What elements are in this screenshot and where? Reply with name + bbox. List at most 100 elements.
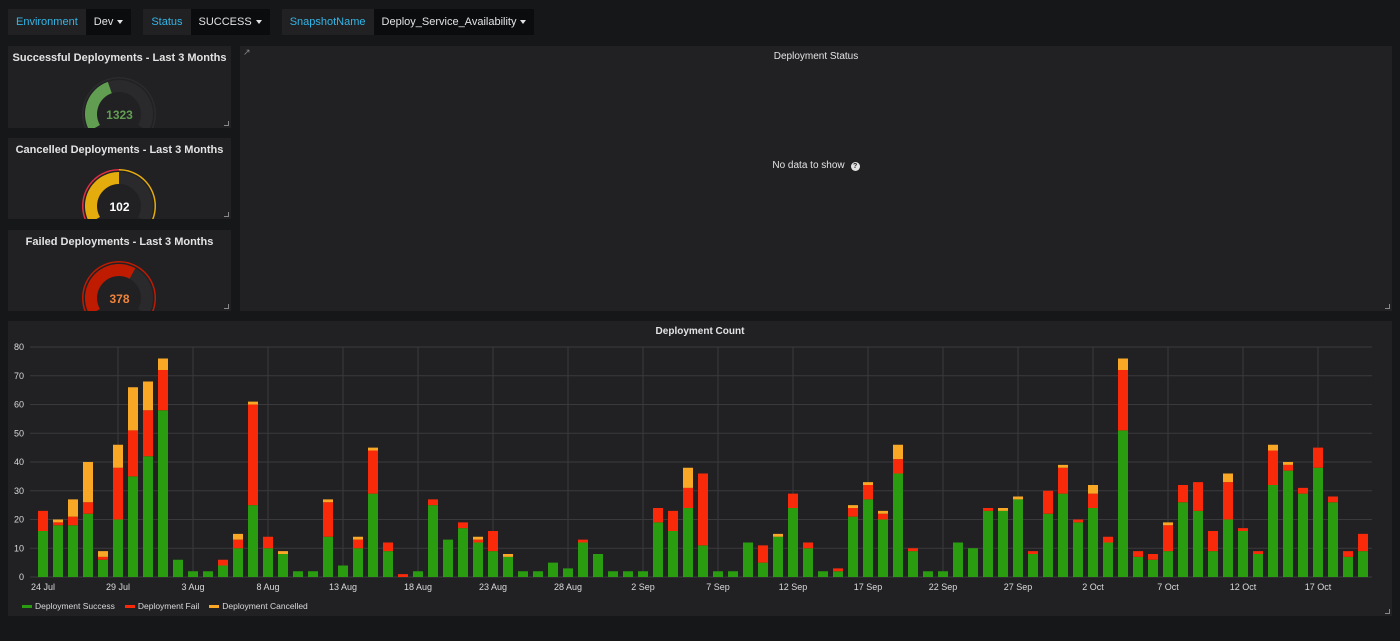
legend-item-success[interactable]: Deployment Success bbox=[22, 601, 115, 611]
bar-deployment-success[interactable] bbox=[248, 505, 258, 577]
bar-deployment-fail[interactable] bbox=[488, 531, 498, 552]
bar-deployment-success[interactable] bbox=[593, 554, 603, 577]
bar-deployment-success[interactable] bbox=[608, 571, 618, 577]
bar-deployment-success[interactable] bbox=[1073, 522, 1083, 577]
bar-deployment-fail[interactable] bbox=[578, 539, 588, 543]
bar-deployment-success[interactable] bbox=[413, 571, 423, 577]
status-dropdown[interactable]: SUCCESS bbox=[190, 9, 270, 35]
bar-deployment-fail[interactable] bbox=[1268, 450, 1278, 486]
bar-deployment-success[interactable] bbox=[698, 545, 708, 577]
bar-deployment-success[interactable] bbox=[233, 548, 243, 577]
bar-deployment-success[interactable] bbox=[368, 493, 378, 577]
bar-deployment-success[interactable] bbox=[488, 551, 498, 577]
bar-deployment-success[interactable] bbox=[533, 571, 543, 577]
bar-deployment-success[interactable] bbox=[458, 528, 468, 577]
bar-deployment-success[interactable] bbox=[1193, 510, 1203, 577]
bar-deployment-success[interactable] bbox=[983, 510, 993, 577]
bar-deployment-cancelled[interactable] bbox=[998, 508, 1008, 511]
bar-deployment-fail[interactable] bbox=[113, 467, 123, 520]
bar-deployment-success[interactable] bbox=[803, 548, 813, 577]
bar-deployment-success[interactable] bbox=[1298, 493, 1308, 577]
bar-deployment-cancelled[interactable] bbox=[1163, 522, 1173, 526]
bar-deployment-cancelled[interactable] bbox=[353, 536, 363, 540]
bar-deployment-fail[interactable] bbox=[1358, 533, 1368, 552]
bar-deployment-success[interactable] bbox=[848, 516, 858, 577]
bar-deployment-fail[interactable] bbox=[878, 513, 888, 520]
bar-deployment-success[interactable] bbox=[323, 536, 333, 577]
bar-deployment-cancelled[interactable] bbox=[848, 505, 858, 508]
bar-deployment-success[interactable] bbox=[1268, 485, 1278, 577]
bar-deployment-cancelled[interactable] bbox=[878, 510, 888, 514]
bar-deployment-fail[interactable] bbox=[323, 502, 333, 537]
bar-deployment-success[interactable] bbox=[1313, 467, 1323, 577]
bar-deployment-cancelled[interactable] bbox=[143, 381, 153, 411]
bar-deployment-success[interactable] bbox=[758, 562, 768, 577]
bar-deployment-success[interactable] bbox=[578, 542, 588, 578]
bar-deployment-cancelled[interactable] bbox=[368, 447, 378, 451]
bar-deployment-fail[interactable] bbox=[758, 545, 768, 563]
bar-deployment-success[interactable] bbox=[1088, 508, 1098, 577]
bar-deployment-fail[interactable] bbox=[143, 410, 153, 457]
bar-deployment-fail[interactable] bbox=[848, 508, 858, 517]
bar-deployment-success[interactable] bbox=[818, 571, 828, 577]
bar-deployment-success[interactable] bbox=[1118, 430, 1128, 577]
bar-deployment-fail[interactable] bbox=[473, 539, 483, 543]
resize-handle[interactable] bbox=[1385, 304, 1390, 309]
bar-deployment-fail[interactable] bbox=[1298, 487, 1308, 494]
bar-deployment-cancelled[interactable] bbox=[323, 499, 333, 503]
bar-deployment-success[interactable] bbox=[68, 525, 78, 577]
bar-deployment-success[interactable] bbox=[1148, 559, 1158, 577]
bar-deployment-fail[interactable] bbox=[158, 370, 168, 411]
bar-deployment-success[interactable] bbox=[218, 565, 228, 578]
bar-deployment-fail[interactable] bbox=[653, 508, 663, 523]
bar-deployment-fail[interactable] bbox=[683, 487, 693, 508]
bar-deployment-success[interactable] bbox=[1133, 556, 1143, 577]
bar-deployment-success[interactable] bbox=[668, 531, 678, 577]
bar-deployment-fail[interactable] bbox=[428, 499, 438, 506]
bar-deployment-success[interactable] bbox=[923, 571, 933, 577]
bar-deployment-success[interactable] bbox=[563, 568, 573, 577]
environment-dropdown[interactable]: Dev bbox=[85, 9, 132, 35]
bar-deployment-fail[interactable] bbox=[1253, 551, 1263, 554]
resize-handle[interactable] bbox=[224, 212, 229, 217]
bar-deployment-fail[interactable] bbox=[908, 548, 918, 552]
bar-deployment-fail[interactable] bbox=[1208, 531, 1218, 552]
bar-deployment-success[interactable] bbox=[113, 519, 123, 578]
bar-deployment-success[interactable] bbox=[728, 571, 738, 577]
bar-deployment-success[interactable] bbox=[308, 571, 318, 577]
bar-deployment-cancelled[interactable] bbox=[68, 499, 78, 517]
bar-deployment-fail[interactable] bbox=[98, 556, 108, 560]
bar-deployment-success[interactable] bbox=[263, 548, 273, 577]
bar-deployment-cancelled[interactable] bbox=[473, 536, 483, 540]
bar-deployment-cancelled[interactable] bbox=[158, 358, 168, 371]
bar-deployment-success[interactable] bbox=[203, 571, 213, 577]
bar-deployment-success[interactable] bbox=[1058, 493, 1068, 577]
bar-deployment-fail[interactable] bbox=[1088, 493, 1098, 508]
legend-item-fail[interactable]: Deployment Fail bbox=[124, 601, 199, 611]
bar-deployment-fail[interactable] bbox=[233, 539, 243, 549]
resize-handle[interactable] bbox=[1385, 609, 1390, 614]
bar-deployment-fail[interactable] bbox=[1133, 551, 1143, 557]
bar-deployment-fail[interactable] bbox=[1193, 482, 1203, 511]
bar-deployment-success[interactable] bbox=[1163, 551, 1173, 577]
bar-deployment-fail[interactable] bbox=[893, 459, 903, 474]
bar-deployment-success[interactable] bbox=[293, 571, 303, 577]
bar-deployment-success[interactable] bbox=[863, 499, 873, 577]
bar-deployment-cancelled[interactable] bbox=[1013, 496, 1023, 500]
bar-deployment-success[interactable] bbox=[1328, 502, 1338, 577]
bar-deployment-fail[interactable] bbox=[353, 539, 363, 549]
snapshotname-dropdown[interactable]: Deploy_Service_Availability bbox=[373, 9, 535, 35]
gauge-panel-cancelled[interactable]: Cancelled Deployments - Last 3 Months 10… bbox=[8, 138, 231, 219]
bar-deployment-fail[interactable] bbox=[368, 450, 378, 494]
bar-deployment-success[interactable] bbox=[968, 548, 978, 577]
bar-deployment-fail[interactable] bbox=[1103, 536, 1113, 543]
bar-deployment-success[interactable] bbox=[1238, 531, 1248, 577]
bar-deployment-success[interactable] bbox=[683, 508, 693, 577]
bar-deployment-fail[interactable] bbox=[1058, 467, 1068, 494]
bar-deployment-cancelled[interactable] bbox=[1268, 444, 1278, 451]
bar-deployment-success[interactable] bbox=[1223, 519, 1233, 578]
bar-deployment-success[interactable] bbox=[143, 456, 153, 577]
bar-deployment-fail[interactable] bbox=[1043, 490, 1053, 514]
bar-deployment-success[interactable] bbox=[623, 571, 633, 577]
bar-deployment-success[interactable] bbox=[53, 525, 63, 577]
